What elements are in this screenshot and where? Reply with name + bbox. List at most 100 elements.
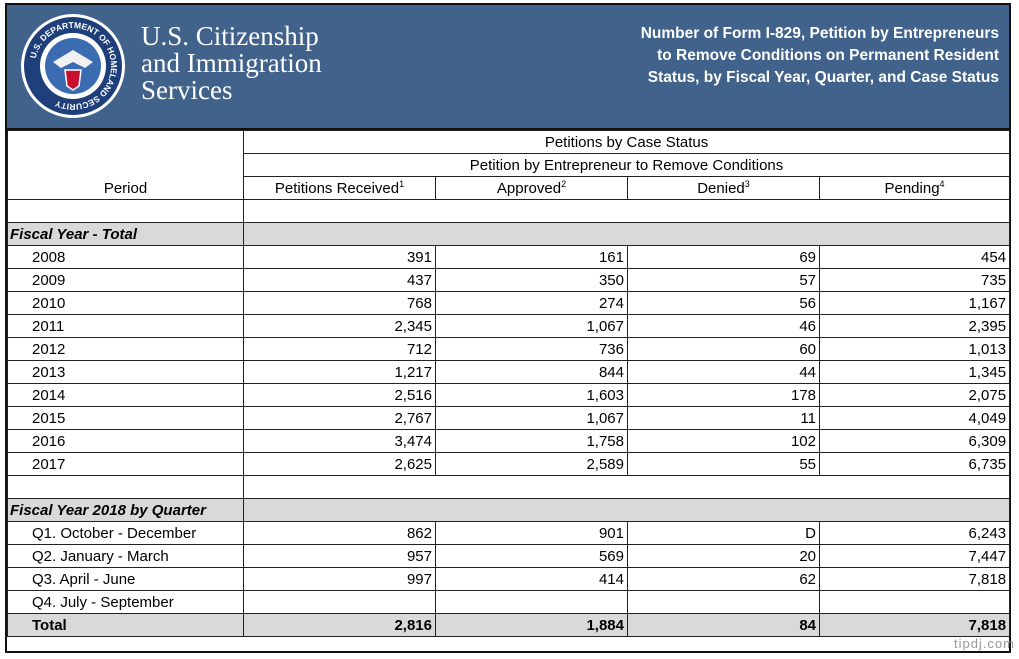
value-cell: 712 <box>243 337 436 361</box>
value-cell: 1,758 <box>435 429 628 453</box>
data-row: Q1. October - December 862 901 D 6,243 <box>7 521 1011 545</box>
value-cell: 11 <box>627 406 820 430</box>
value-cell: 2,345 <box>243 314 436 338</box>
section-row: Fiscal Year 2018 by Quarter <box>7 498 1011 522</box>
column-header: Pending4 <box>818 176 1011 200</box>
value-cell: 735 <box>818 268 1011 292</box>
section-title: Fiscal Year 2018 by Quarter <box>7 498 244 522</box>
data-table: Period Petitions by Case Status Petition b… <box>7 130 1011 637</box>
data-row: 2017 2,625 2,589 55 6,735 <box>7 452 1011 476</box>
value-cell: 60 <box>627 337 820 361</box>
period-cell: 2011 <box>7 314 244 338</box>
data-row: 2016 3,474 1,758 102 6,309 <box>7 429 1011 453</box>
title-line: Status, by Fiscal Year, Quarter, and Cas… <box>647 69 999 86</box>
title-line: Number of Form I-829, Petition by Entrep… <box>640 25 999 42</box>
value-cell <box>435 590 628 614</box>
value-cell: 1,067 <box>435 314 628 338</box>
period-cell: 2015 <box>7 406 244 430</box>
period-cell: 2008 <box>7 245 244 269</box>
value-cell: 1,217 <box>243 360 436 384</box>
value-cell: 57 <box>627 268 820 292</box>
value-cell <box>243 590 436 614</box>
period-cell: 2017 <box>7 452 244 476</box>
data-row: Q4. July - September <box>7 590 1011 614</box>
period-cell: Q1. October - December <box>7 521 244 545</box>
period-cell: 2009 <box>7 268 244 292</box>
value-cell: 178 <box>627 383 820 407</box>
report-frame: U.S. DEPARTMENT OF HOMELAND SECURITY U.S… <box>5 3 1011 653</box>
period-cell: Q4. July - September <box>7 590 244 614</box>
section-fill <box>242 498 1011 522</box>
blank-cell <box>7 475 244 499</box>
value-cell: 3,474 <box>243 429 436 453</box>
data-row: 2015 2,767 1,067 11 4,049 <box>7 406 1011 430</box>
value-cell: 1,067 <box>435 406 628 430</box>
value-cell: 1,884 <box>435 613 628 637</box>
header-row: Petition by Entrepreneur to Remove Condi… <box>8 153 1011 177</box>
value-cell: 569 <box>435 544 628 568</box>
value-cell: 20 <box>627 544 820 568</box>
section-title: Fiscal Year - Total <box>7 222 244 246</box>
value-cell: 437 <box>243 268 436 292</box>
period-cell: 2012 <box>7 337 244 361</box>
seal-shield <box>64 69 82 91</box>
column-label: Approved <box>496 180 562 197</box>
blank-cell <box>242 199 1011 223</box>
value-cell: 6,243 <box>818 521 1011 545</box>
period-header: Period <box>7 130 244 200</box>
value-cell: 901 <box>435 521 628 545</box>
column-note: 1 <box>399 179 405 189</box>
value-cell: 46 <box>627 314 820 338</box>
data-row: 2009 437 350 57 735 <box>7 268 1011 292</box>
period-cell: Q2. January - March <box>7 544 244 568</box>
value-cell: 69 <box>627 245 820 269</box>
value-cell: 997 <box>243 567 436 591</box>
watermark: tipdj.com <box>953 636 1015 651</box>
agency-line: U.S. Citizenship <box>141 21 319 51</box>
value-cell: 6,309 <box>818 429 1011 453</box>
value-cell: 2,767 <box>243 406 436 430</box>
seal-field <box>45 38 101 94</box>
value-cell <box>818 590 1011 614</box>
column-header: Petitions Received1 <box>243 176 436 200</box>
data-row: 2014 2,516 1,603 178 2,075 <box>7 383 1011 407</box>
value-cell: 44 <box>627 360 820 384</box>
seal-eagle <box>53 50 93 68</box>
period-cell: Q3. April - June <box>7 567 244 591</box>
blank-row <box>7 199 1011 223</box>
value-cell: 7,447 <box>818 544 1011 568</box>
column-label: Petitions Received <box>274 180 400 197</box>
value-cell: 736 <box>435 337 628 361</box>
value-cell: 414 <box>435 567 628 591</box>
data-row: 2011 2,345 1,067 46 2,395 <box>7 314 1011 338</box>
section-fill <box>242 222 1011 246</box>
column-note: 2 <box>561 179 567 189</box>
value-cell: 768 <box>243 291 436 315</box>
value-cell: 7,818 <box>818 567 1011 591</box>
data-row: Q3. April - June 997 414 62 7,818 <box>7 567 1011 591</box>
value-cell: 844 <box>435 360 628 384</box>
blank-row <box>7 475 1011 499</box>
period-cell: 2010 <box>7 291 244 315</box>
value-cell: 7,818 <box>818 613 1011 637</box>
column-note: 4 <box>939 179 945 189</box>
value-cell: 1,167 <box>818 291 1011 315</box>
value-cell: 2,395 <box>818 314 1011 338</box>
period-cell: 2013 <box>7 360 244 384</box>
column-header: Denied3 <box>627 176 820 200</box>
value-cell: 391 <box>243 245 436 269</box>
agency-line: Services <box>141 75 233 105</box>
agency-name: U.S. Citizenship and Immigration Services <box>141 23 322 104</box>
value-cell: 6,735 <box>818 452 1011 476</box>
value-cell: 161 <box>435 245 628 269</box>
dhs-seal: U.S. DEPARTMENT OF HOMELAND SECURITY <box>21 14 125 118</box>
data-row: 2012 712 736 60 1,013 <box>7 337 1011 361</box>
data-row: 2008 391 161 69 454 <box>7 245 1011 269</box>
value-cell: 1,345 <box>818 360 1011 384</box>
data-row: 2010 768 274 56 1,167 <box>7 291 1011 315</box>
title-line: to Remove Conditions on Permanent Reside… <box>657 47 999 64</box>
agency-line: and Immigration <box>141 48 322 78</box>
section-row: Fiscal Year - Total <box>7 222 1011 246</box>
column-note: 3 <box>744 179 750 189</box>
value-cell: 55 <box>627 452 820 476</box>
